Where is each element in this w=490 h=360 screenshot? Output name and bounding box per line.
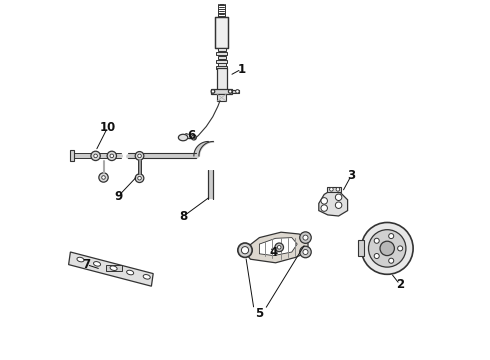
Ellipse shape — [94, 262, 100, 266]
Circle shape — [99, 173, 108, 182]
Circle shape — [321, 198, 327, 204]
Circle shape — [138, 176, 141, 180]
Circle shape — [236, 90, 239, 93]
Circle shape — [238, 243, 252, 257]
Circle shape — [303, 235, 308, 240]
Circle shape — [374, 238, 379, 243]
Bar — [106, 265, 122, 271]
Polygon shape — [243, 232, 308, 263]
Bar — [216, 60, 227, 63]
Bar — [216, 66, 227, 69]
Bar — [211, 89, 232, 94]
Bar — [217, 68, 227, 90]
Circle shape — [300, 246, 311, 258]
Circle shape — [181, 135, 185, 140]
Text: 6: 6 — [187, 129, 195, 141]
Circle shape — [102, 176, 105, 179]
Bar — [217, 94, 226, 101]
Ellipse shape — [77, 257, 84, 262]
Circle shape — [107, 151, 117, 161]
Text: 9: 9 — [114, 190, 122, 203]
Circle shape — [380, 241, 394, 256]
Polygon shape — [69, 252, 153, 286]
Circle shape — [389, 258, 394, 263]
Circle shape — [300, 232, 311, 243]
Bar — [216, 52, 227, 55]
Circle shape — [135, 152, 144, 160]
Circle shape — [368, 230, 406, 267]
Circle shape — [242, 247, 248, 254]
Circle shape — [211, 90, 215, 93]
Bar — [232, 90, 239, 93]
Text: 10: 10 — [99, 121, 116, 134]
Circle shape — [192, 135, 196, 140]
Bar — [218, 48, 225, 51]
Text: 3: 3 — [347, 169, 355, 182]
Text: 1: 1 — [237, 63, 245, 76]
Text: 5: 5 — [255, 307, 264, 320]
Bar — [215, 17, 228, 48]
Ellipse shape — [126, 270, 134, 275]
Bar — [208, 170, 213, 199]
Ellipse shape — [110, 266, 117, 270]
Circle shape — [91, 151, 100, 161]
Text: 7: 7 — [82, 258, 91, 271]
Circle shape — [336, 188, 340, 191]
Bar — [358, 240, 364, 256]
Circle shape — [277, 246, 281, 249]
Circle shape — [335, 202, 342, 208]
Circle shape — [135, 174, 144, 183]
Circle shape — [303, 249, 308, 255]
Circle shape — [389, 234, 394, 239]
Circle shape — [398, 246, 403, 251]
Circle shape — [94, 154, 98, 158]
Circle shape — [228, 90, 232, 93]
Bar — [218, 56, 225, 59]
Ellipse shape — [143, 275, 150, 279]
Circle shape — [138, 154, 141, 158]
Circle shape — [374, 253, 379, 258]
Circle shape — [110, 154, 114, 158]
Circle shape — [330, 188, 333, 191]
Text: 8: 8 — [180, 210, 188, 222]
Text: 2: 2 — [396, 278, 404, 291]
Circle shape — [335, 194, 342, 201]
Text: 4: 4 — [269, 246, 277, 258]
Circle shape — [275, 243, 284, 252]
Circle shape — [321, 205, 327, 211]
Bar — [327, 187, 342, 192]
Bar — [70, 150, 74, 161]
Ellipse shape — [178, 134, 188, 141]
Bar — [218, 63, 225, 67]
Polygon shape — [259, 238, 297, 256]
Circle shape — [361, 222, 413, 274]
Polygon shape — [319, 190, 347, 216]
